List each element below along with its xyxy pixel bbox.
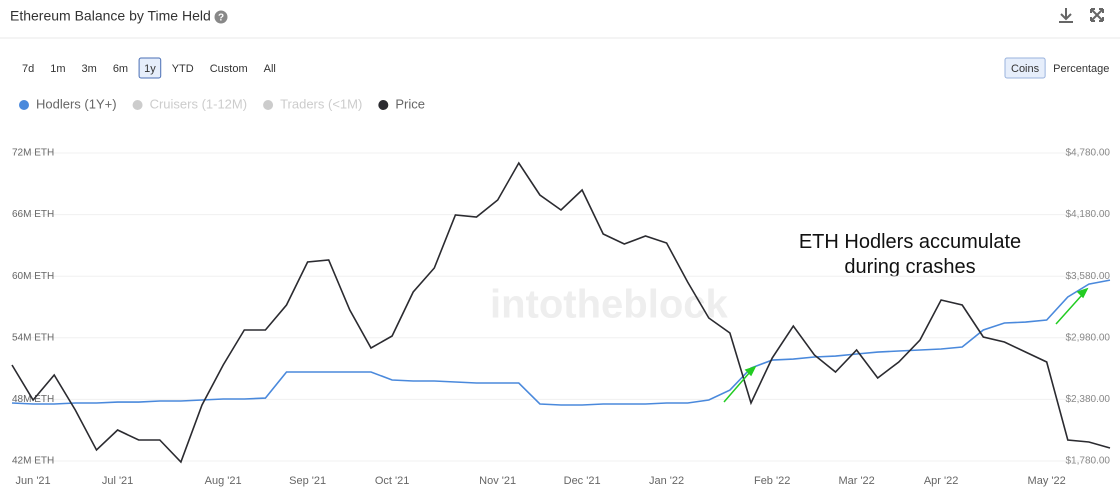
x-tick-label: Aug '21 — [205, 475, 242, 487]
button-label[interactable]: 1m — [50, 63, 65, 75]
button-bg[interactable] — [107, 58, 134, 78]
widget-title: Ethereum Balance by Time Held — [10, 8, 211, 24]
button-bg[interactable] — [166, 58, 199, 78]
download-icon[interactable] — [1059, 8, 1073, 23]
range-button[interactable]: 1y — [138, 57, 162, 79]
legend-item[interactable]: Price — [378, 96, 425, 111]
x-tick-label: May '22 — [1028, 475, 1066, 487]
range-button[interactable]: 1m — [45, 58, 71, 78]
y2-tick-label: $2,380.00 — [1066, 394, 1111, 405]
y2-tick-label: $1,780.00 — [1066, 456, 1111, 467]
x-tick-label: Jul '21 — [102, 475, 133, 487]
unit-button[interactable]: Coins — [1004, 57, 1046, 79]
x-tick-label: Jan '22 — [649, 475, 684, 487]
legend-label[interactable]: Hodlers (1Y+) — [36, 96, 117, 111]
x-tick-label: Apr '22 — [924, 475, 959, 487]
button-bg[interactable] — [1004, 57, 1046, 79]
legend-item[interactable]: Hodlers (1Y+) — [19, 96, 117, 111]
button-bg[interactable] — [17, 58, 40, 78]
x-tick-label: Feb '22 — [754, 475, 790, 487]
button-label[interactable]: Percentage — [1053, 63, 1109, 75]
x-tick-label: Sep '21 — [289, 475, 326, 487]
button-label[interactable]: Custom — [210, 63, 248, 75]
legend-label[interactable]: Price — [395, 96, 425, 111]
y2-tick-label: $4,180.00 — [1066, 209, 1111, 220]
legend-swatch[interactable] — [132, 100, 143, 110]
legend-swatch[interactable] — [263, 100, 274, 110]
button-label[interactable]: 6m — [113, 63, 128, 75]
legend-swatch[interactable] — [19, 100, 29, 110]
button-label[interactable]: 7d — [22, 63, 34, 75]
button-bg[interactable] — [1047, 58, 1116, 78]
x-tick-label: Dec '21 — [564, 475, 601, 487]
button-bg[interactable] — [45, 58, 71, 78]
legend-item[interactable]: Cruisers (1-12M) — [132, 96, 248, 111]
button-label[interactable]: All — [264, 63, 276, 75]
y-tick-label: 66M ETH — [12, 209, 54, 220]
button-label[interactable]: 1y — [144, 63, 156, 75]
annotation: ETH Hodlers accumulate during crashes — [799, 231, 1021, 278]
y-tick-label: 72M ETH — [12, 148, 54, 159]
svg-text:?: ? — [218, 13, 224, 24]
x-tick-label: Jun '21 — [16, 475, 51, 487]
button-bg[interactable] — [204, 58, 253, 78]
legend-swatch[interactable] — [378, 100, 389, 110]
y2-tick-label: $3,580.00 — [1066, 271, 1111, 282]
legend-item[interactable]: Traders (<1M) — [263, 96, 362, 111]
range-button[interactable]: YTD — [166, 58, 199, 78]
button-label[interactable]: 3m — [82, 63, 97, 75]
series-line — [11, 161, 1111, 464]
range-button[interactable]: 6m — [107, 58, 134, 78]
y2-tick-label: $2,980.00 — [1066, 332, 1111, 343]
help-icon[interactable]: ? — [214, 10, 228, 24]
unit-button[interactable]: Percentage — [1047, 58, 1116, 78]
range-button[interactable]: 7d — [17, 58, 40, 78]
range-button[interactable]: 3m — [76, 58, 102, 78]
range-button[interactable]: All — [258, 58, 281, 78]
annotation-arrows — [723, 287, 1089, 403]
button-bg[interactable] — [258, 58, 281, 78]
y-tick-label: 54M ETH — [12, 332, 54, 343]
legend-label[interactable]: Traders (<1M) — [280, 96, 362, 111]
expand-icon[interactable] — [1090, 8, 1104, 22]
button-label[interactable]: Coins — [1011, 63, 1040, 75]
y-tick-label: 42M ETH — [12, 456, 54, 467]
annotation-line: ETH Hodlers accumulate — [799, 231, 1021, 253]
button-label[interactable]: YTD — [172, 63, 194, 75]
x-tick-label: Nov '21 — [479, 475, 516, 487]
annotation-line: during crashes — [844, 256, 975, 278]
range-button[interactable]: Custom — [204, 58, 253, 78]
button-bg[interactable] — [138, 57, 162, 79]
legend-label[interactable]: Cruisers (1-12M) — [150, 96, 248, 111]
x-tick-label: Oct '21 — [375, 475, 410, 487]
y-tick-label: 60M ETH — [12, 271, 54, 282]
y2-tick-label: $4,780.00 — [1066, 148, 1111, 159]
series-line — [11, 279, 1111, 406]
button-bg[interactable] — [76, 58, 102, 78]
watermark: intotheblock — [490, 283, 729, 327]
x-tick-label: Mar '22 — [838, 475, 874, 487]
